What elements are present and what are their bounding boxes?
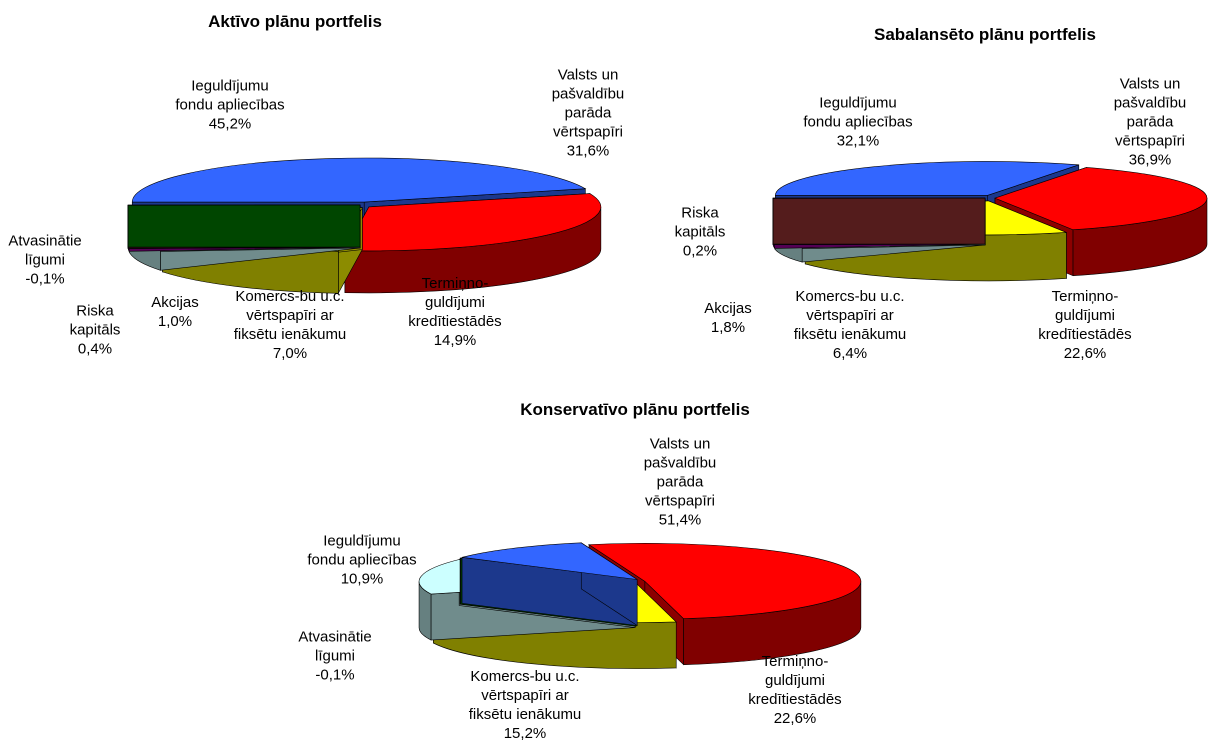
value-label: 22,6%: [1063, 345, 1107, 362]
slice-label: Komercs-bu u.c. vērtspapīri ar fiksētu i…: [793, 287, 908, 363]
value-label: 1,0%: [157, 313, 193, 330]
slice-top: [775, 161, 1079, 196]
category-name: Termiņno-guldījumi kredītiestādēs: [408, 275, 502, 330]
value-label: 0,2%: [682, 242, 718, 260]
slice: [127, 204, 361, 248]
slice-label: Komercs-bu u.c. vērtspapīri ar fiksētu i…: [233, 287, 348, 363]
category-name: Komercs-bu u.c. vērtspapīri ar fiksētu i…: [468, 668, 582, 723]
slice-top: [131, 157, 587, 203]
slice-label: Valsts un pašvaldību parāda vērtspapīri 5…: [630, 435, 730, 530]
slice-top: [461, 542, 638, 580]
slice-label: Termiņno-guldījumi kredītiestādēs 22,6%: [1028, 287, 1143, 363]
slice-label: Valsts un pašvaldību parāda vērtspapīri 3…: [538, 66, 638, 161]
category-name: Atvasinātie līgumi: [298, 628, 372, 665]
category-name: Riska kapitāls: [69, 302, 121, 339]
category-name: Ieguldījumu fondu apliecības: [307, 532, 417, 569]
value-label: 15,2%: [503, 725, 547, 742]
value-label: 6,4%: [832, 345, 868, 362]
slice: [461, 542, 638, 627]
category-name: Termiņno-guldījumi kredītiestādēs: [1038, 288, 1132, 343]
value-label: 14,9%: [433, 332, 477, 349]
category-name: Valsts un pašvaldību parāda vērtspapīri: [551, 66, 625, 141]
slice-label: Ieguldījumu fondu apliecības 10,9%: [307, 532, 417, 589]
category-name: Ieguldījumu fondu apliecības: [175, 77, 285, 114]
slice-label: Atvasinātie līgumi -0,1%: [293, 628, 378, 685]
value-label: -0,1%: [315, 666, 355, 684]
slice-label: Ieguldījumu fondu apliecības 32,1%: [803, 94, 913, 151]
value-label: 0,4%: [77, 340, 113, 358]
slice-label: Riska kapitāls 0,2%: [668, 204, 733, 261]
value-label: 32,1%: [836, 132, 880, 150]
slice-wall: [772, 197, 986, 245]
slice-top: [588, 543, 862, 620]
value-label: 1,8%: [710, 319, 746, 336]
slice-label: Akcijas 1,8%: [693, 299, 763, 337]
chart-title: Konservatīvo plānu portfelis: [520, 400, 750, 419]
category-name: Termiņno-guldījumi kredītiestādēs: [748, 653, 842, 708]
category-name: Akcijas: [151, 294, 199, 311]
category-name: Riska kapitāls: [674, 204, 726, 241]
value-label: 31,6%: [566, 142, 610, 160]
slice-label: Termiņno-guldījumi kredītiestādēs 14,9%: [398, 274, 513, 350]
category-name: Komercs-bu u.c. vērtspapīri ar fiksētu i…: [233, 288, 347, 343]
value-label: 51,4%: [658, 511, 702, 529]
slice-top: [344, 193, 602, 252]
slice: [772, 197, 986, 245]
value-label: -0,1%: [25, 270, 65, 288]
category-name: Komercs-bu u.c. vērtspapīri ar fiksētu i…: [793, 288, 907, 343]
slice-label: Akcijas 1,0%: [140, 293, 210, 331]
slice-label: Termiņno-guldījumi kredītiestādēs 22,6%: [738, 652, 853, 728]
slice: [994, 167, 1208, 277]
value-label: 7,0%: [272, 345, 308, 362]
category-name: Valsts un pašvaldību parāda vērtspapīri: [643, 435, 717, 510]
slice-label: Ieguldījumu fondu apliecības 45,2%: [175, 77, 285, 134]
category-name: Valsts un pašvaldību parāda vērtspapīri: [1113, 75, 1187, 150]
value-label: 10,9%: [340, 570, 384, 588]
slice-wall: [127, 204, 361, 248]
category-name: Atvasinātie līgumi: [8, 232, 82, 269]
category-name: Akcijas: [704, 300, 752, 317]
value-label: 45,2%: [208, 115, 252, 133]
chart-title: Aktīvo plānu portfelis: [208, 12, 382, 31]
slice-top: [994, 167, 1208, 231]
slice: [344, 193, 602, 294]
slice-label: Valsts un pašvaldību parāda vērtspapīri 3…: [1100, 75, 1200, 170]
slice-label: Atvasinātie līgumi -0,1%: [3, 232, 88, 289]
slice-label: Komercs-bu u.c. vērtspapīri ar fiksētu i…: [468, 667, 583, 743]
value-label: 36,9%: [1128, 151, 1172, 169]
slice-label: Riska kapitāls 0,4%: [63, 302, 128, 359]
value-label: 22,6%: [773, 710, 817, 727]
category-name: Ieguldījumu fondu apliecības: [803, 94, 913, 131]
chart-title: Sabalansēto plānu portfelis: [874, 25, 1096, 44]
